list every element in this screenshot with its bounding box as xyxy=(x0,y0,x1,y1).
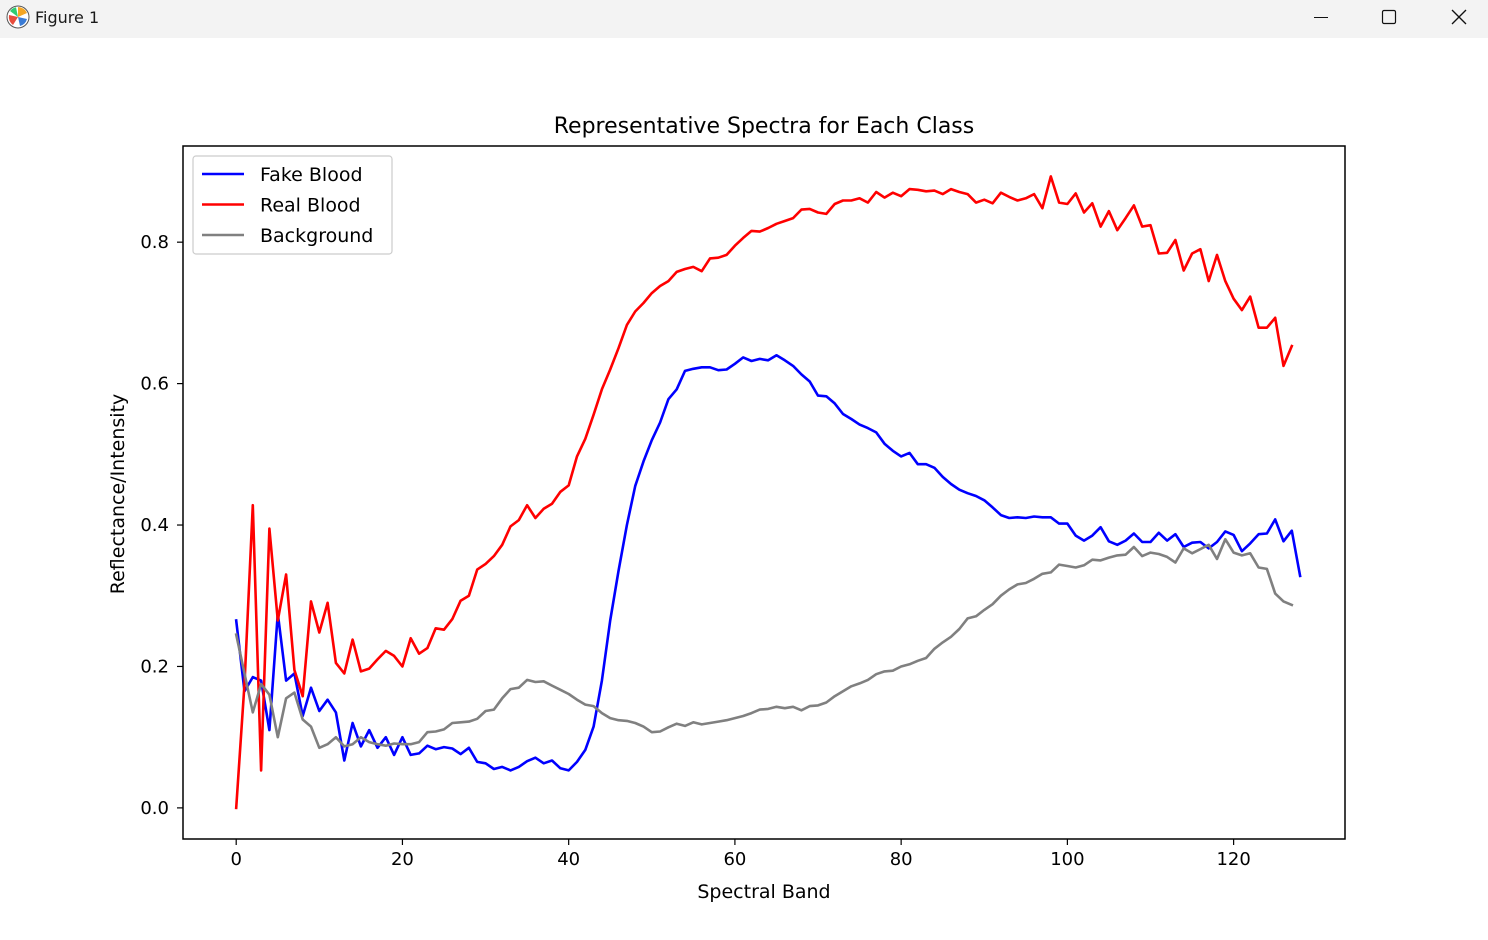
close-button[interactable] xyxy=(1436,0,1482,34)
minimize-button[interactable] xyxy=(1298,0,1344,34)
matplotlib-icon xyxy=(6,5,30,29)
y-tick-label: 0.8 xyxy=(140,232,169,253)
series-lines xyxy=(234,175,1302,810)
x-tick-label: 0 xyxy=(230,849,241,870)
y-tick-label: 0.0 xyxy=(140,798,169,819)
x-tick-label: 60 xyxy=(723,849,746,870)
legend-box xyxy=(192,155,393,255)
series-line-0 xyxy=(234,353,1302,772)
x-tick-label: 120 xyxy=(1216,849,1250,870)
y-tick-label: 0.6 xyxy=(140,374,169,395)
window-titlebar: Figure 1 xyxy=(0,0,1488,38)
y-axis-ticks: 0.0 0.2 0.4 0.6 0.8 xyxy=(140,232,183,819)
close-icon xyxy=(1451,9,1467,25)
y-tick-label: 0.4 xyxy=(140,515,169,536)
series-line-1 xyxy=(234,175,1294,810)
figure-canvas: Representative Spectra for Each Class 0 2… xyxy=(0,38,1488,936)
minimize-icon xyxy=(1314,17,1328,18)
legend-label: Fake Blood xyxy=(260,164,363,186)
maximize-button[interactable] xyxy=(1366,0,1412,34)
x-tick-label: 40 xyxy=(557,849,580,870)
window-title: Figure 1 xyxy=(35,8,100,27)
series-line-2 xyxy=(234,537,1294,750)
x-tick-label: 20 xyxy=(391,849,414,870)
x-axis-label: Spectral Band xyxy=(697,881,830,903)
y-tick-label: 0.2 xyxy=(140,656,169,677)
plot-frame xyxy=(182,145,1346,840)
x-axis-ticks: 0 20 40 60 80 100 120 xyxy=(230,839,1251,870)
legend-label: Background xyxy=(260,225,373,247)
x-tick-label: 80 xyxy=(890,849,913,870)
legend-label: Real Blood xyxy=(260,195,361,217)
chart-title: Representative Spectra for Each Class xyxy=(554,114,974,139)
x-tick-label: 100 xyxy=(1050,849,1084,870)
y-axis-label: Reflectance/Intensity xyxy=(107,394,129,595)
chart: Representative Spectra for Each Class 0 2… xyxy=(107,114,1346,903)
legend: Fake Blood Real Blood Background xyxy=(192,155,393,255)
maximize-icon xyxy=(1381,9,1397,25)
